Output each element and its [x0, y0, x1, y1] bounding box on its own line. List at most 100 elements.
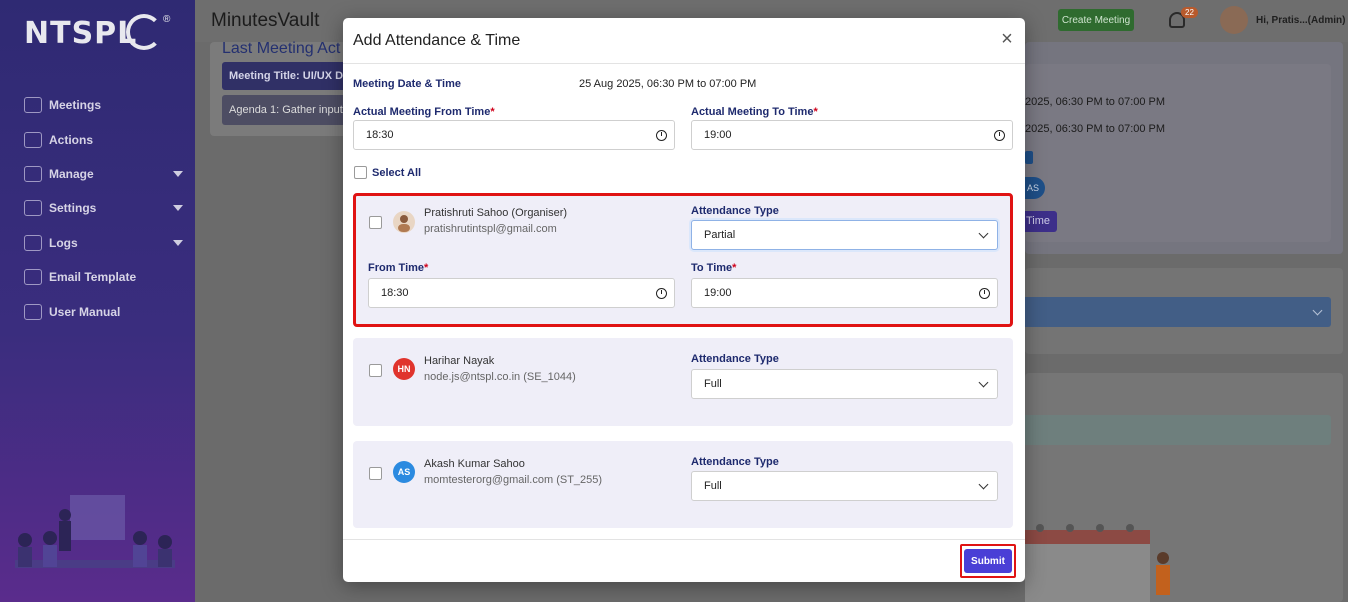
attendance-type-label: Attendance Type — [691, 353, 779, 365]
chevron-down-icon — [978, 479, 989, 490]
actual-to-label: Actual Meeting To Time* — [691, 106, 818, 118]
email-icon — [24, 269, 42, 286]
participant-email: node.js@ntspl.co.in (SE_1044) — [424, 371, 576, 383]
chevron-down-icon — [978, 228, 989, 239]
participant-email: pratishrutintspl@gmail.com — [424, 223, 557, 235]
create-meeting-button[interactable]: Create Meeting — [1058, 9, 1134, 31]
modal-title: Add Attendance & Time — [353, 32, 521, 49]
participant-name: Pratishruti Sahoo (Organiser) — [424, 207, 568, 219]
select-all-checkbox[interactable] — [354, 166, 367, 179]
gear-icon — [24, 200, 42, 217]
clock-icon[interactable] — [979, 288, 990, 299]
caret-down-icon — [173, 170, 183, 177]
sidebar-item-label: Manage — [49, 166, 94, 181]
participant-checkbox[interactable] — [369, 467, 382, 480]
meeting-datetime-label: Meeting Date & Time — [353, 78, 461, 90]
actual-from-label: Actual Meeting From Time* — [353, 106, 495, 118]
sidebar-nav: Meetings Actions Manage Settings Logs Em… — [0, 88, 195, 329]
submit-highlight: Submit — [960, 544, 1016, 578]
attendance-type-select[interactable]: Full — [691, 471, 998, 501]
caret-down-icon — [173, 205, 183, 212]
participant-card: Pratishruti Sahoo (Organiser) pratishrut… — [353, 193, 1013, 327]
select-all-label[interactable]: Select All — [372, 167, 422, 179]
meeting-time-text: 2025, 06:30 PM to 07:00 PM — [1025, 96, 1166, 108]
from-time-label: From Time* — [368, 262, 429, 274]
actual-to-time-value: 19:00 — [704, 129, 732, 141]
attendance-type-select[interactable]: Partial — [691, 220, 998, 250]
participant-email: momtesterorg@gmail.com (ST_255) — [424, 474, 603, 486]
avatar: HN — [393, 358, 415, 380]
attendance-type-value: Full — [704, 378, 722, 390]
manage-icon — [24, 165, 42, 182]
participant-checkbox[interactable] — [369, 216, 382, 229]
meeting-time-text: 2025, 06:30 PM to 07:00 PM — [1025, 123, 1166, 135]
avatar — [393, 211, 415, 233]
attendance-type-value: Full — [704, 480, 722, 492]
section-title: Last Meeting Act — [222, 40, 341, 57]
logo-text: NTSPL — [24, 16, 138, 51]
clock-icon[interactable] — [656, 288, 667, 299]
actual-to-time-input[interactable]: 19:00 — [691, 120, 1013, 150]
accordion-header[interactable] — [1025, 297, 1331, 327]
person-photo-icon — [398, 215, 410, 232]
calendar-illustration — [1025, 524, 1170, 602]
actual-from-time-input[interactable]: 18:30 — [353, 120, 675, 150]
user-avatar[interactable] — [1220, 6, 1248, 34]
meeting-illustration — [15, 495, 175, 568]
from-time-value: 18:30 — [381, 287, 409, 299]
actions-icon — [24, 131, 42, 148]
from-time-input[interactable]: 18:30 — [368, 278, 675, 308]
user-greeting[interactable]: Hi, Pratis...(Admin) — [1256, 15, 1346, 26]
add-attendance-modal: Add Attendance & Time × Meeting Date & T… — [343, 18, 1025, 582]
submit-button[interactable]: Submit — [964, 549, 1012, 573]
actual-from-time-value: 18:30 — [366, 129, 394, 141]
chevron-down-icon — [978, 377, 989, 388]
sidebar-item-meetings[interactable]: Meetings — [0, 88, 195, 122]
sidebar-item-actions[interactable]: Actions — [0, 122, 195, 156]
clock-icon[interactable] — [656, 130, 667, 141]
clock-icon[interactable] — [994, 130, 1005, 141]
info-strip — [1025, 415, 1331, 445]
sidebar-item-logs[interactable]: Logs — [0, 226, 195, 260]
time-button[interactable]: Time — [1025, 211, 1057, 232]
participant-checkbox[interactable] — [369, 364, 382, 377]
meeting-title-bar[interactable]: Meeting Title: UI/UX De — [222, 62, 347, 90]
attendance-type-label: Attendance Type — [691, 456, 779, 468]
attendance-type-select[interactable]: Full — [691, 369, 998, 399]
sidebar-item-label: Meetings — [49, 98, 102, 113]
participant-name: Harihar Nayak — [424, 355, 495, 367]
caret-down-icon — [173, 239, 183, 246]
sidebar-item-label: Email Template — [49, 270, 137, 285]
sidebar-item-label: User Manual — [49, 304, 121, 319]
participant-card: AS Akash Kumar Sahoo momtesterorg@gmail.… — [353, 441, 1013, 528]
to-time-label: To Time* — [691, 262, 737, 274]
attendance-type-value: Partial — [704, 229, 736, 241]
to-time-value: 19:00 — [704, 287, 732, 299]
sidebar: NTSPL ® Meetings Actions Manage Settings… — [0, 0, 195, 602]
agenda-bar[interactable]: Agenda 1: Gather input — [222, 95, 347, 125]
bell-icon[interactable] — [1169, 12, 1185, 28]
attendance-type-label: Attendance Type — [691, 205, 779, 217]
registered-mark: ® — [163, 14, 171, 25]
to-time-input[interactable]: 19:00 — [691, 278, 998, 308]
close-icon[interactable]: × — [1001, 28, 1013, 50]
notification-badge: 22 — [1181, 7, 1198, 18]
book-icon — [24, 303, 42, 320]
sidebar-item-manage[interactable]: Manage — [0, 157, 195, 191]
sidebar-item-email-template[interactable]: Email Template — [0, 260, 195, 294]
meeting-details-inner — [1025, 64, 1331, 242]
app-title: MinutesVault — [211, 10, 320, 31]
meeting-datetime-value: 25 Aug 2025, 06:30 PM to 07:00 PM — [579, 78, 757, 90]
avatar: AS — [1025, 177, 1045, 199]
sidebar-item-label: Settings — [49, 201, 97, 216]
sidebar-item-user-manual[interactable]: User Manual — [0, 294, 195, 328]
sidebar-item-label: Logs — [49, 235, 78, 250]
sidebar-item-label: Actions — [49, 132, 94, 147]
status-badge — [1025, 151, 1033, 164]
participant-name: Akash Kumar Sahoo — [424, 458, 525, 470]
history-icon — [24, 234, 42, 251]
chevron-down-icon — [1312, 305, 1323, 316]
sidebar-item-settings[interactable]: Settings — [0, 191, 195, 225]
logo-mark-icon — [126, 14, 162, 50]
participant-card: HN Harihar Nayak node.js@ntspl.co.in (SE… — [353, 338, 1013, 426]
